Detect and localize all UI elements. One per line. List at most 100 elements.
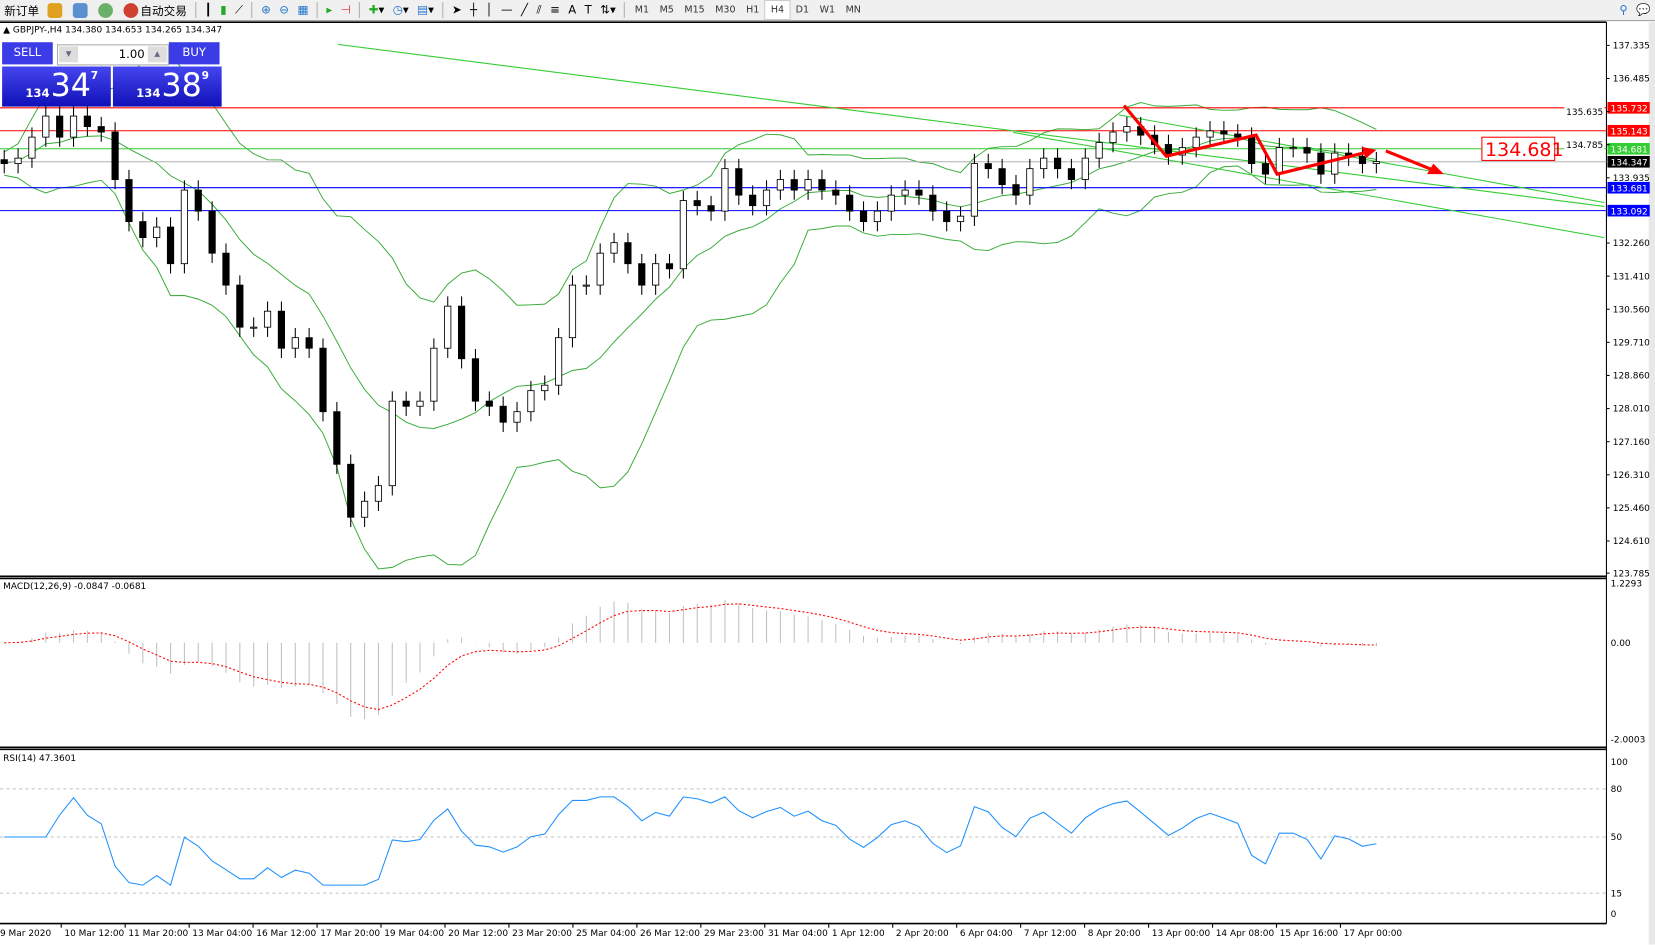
auto-trading-icon — [123, 2, 139, 18]
toolbar-divider — [359, 2, 361, 18]
chart-window[interactable]: 135.732 135.143 134.681 134.347 133.681 133.0… — [0, 21, 1655, 945]
bull-candle — [1331, 152, 1339, 175]
zoom-in-button[interactable]: ⊕ — [257, 1, 275, 19]
toolbar: 新订单 自动交易 ┃ ▮ ⟋ ⊕ ⊖ ▦ ▸ ⊣ ✚ ▾ ◷ ▾ ▤ ▾ ➤ ┼ │ … — [0, 0, 1655, 22]
cursor-button[interactable]: ➤ — [448, 1, 466, 19]
price-tick-label: 136.485 — [1613, 75, 1650, 85]
signals-button[interactable] — [94, 1, 119, 19]
line-chart-icon: ⟋ — [235, 2, 244, 17]
bollinger-middle — [4, 135, 1377, 429]
toolbar-divider — [624, 2, 626, 18]
price-tick-label: 133.935 — [1613, 174, 1650, 184]
timeframe-m5[interactable]: M5 — [659, 4, 674, 16]
trendline — [337, 43, 1605, 207]
timeframe-m30[interactable]: M30 — [715, 4, 736, 16]
bull-candle — [69, 115, 78, 138]
bear-candle — [139, 221, 147, 239]
arrows-button[interactable]: ⇅ ▾ — [600, 3, 616, 17]
symbol-info: ▲ GBPJPY-,H4 134.380 134.653 134.265 134… — [3, 25, 222, 36]
bull-candle — [1206, 130, 1214, 138]
lot-decrease-button[interactable]: ▼ — [59, 46, 79, 63]
timeframe-mn[interactable]: MN — [845, 4, 861, 16]
text-label-icon: T — [584, 3, 592, 17]
cursor-icon: ➤ — [451, 3, 462, 17]
scrollbar — [1648, 22, 1655, 945]
market-watch-button[interactable] — [69, 1, 94, 19]
auto-scroll-button[interactable]: ▸ — [322, 1, 336, 19]
search-button[interactable]: ⚲ — [1615, 1, 1632, 19]
text-label-button[interactable]: T — [580, 1, 596, 19]
buy-button[interactable]: BUY — [168, 42, 220, 65]
collapse-triangle-icon[interactable]: ▲ — [3, 25, 13, 36]
bear-candle — [347, 463, 355, 518]
bull-candle — [596, 252, 604, 286]
chat-button[interactable]: 💬 — [1632, 1, 1655, 19]
buy-price-fraction: 9 — [201, 70, 209, 83]
bull-candle — [776, 179, 784, 191]
bear-candle — [56, 115, 64, 138]
chart-shift-button[interactable]: ⊣ — [336, 1, 355, 19]
time-label: 11 Mar 20:00 — [128, 929, 188, 939]
bull-candle — [555, 337, 563, 386]
bear-candle — [402, 400, 410, 407]
line-chart-button[interactable]: ⟋ — [231, 1, 248, 19]
price-level-label: 135.732 — [1611, 105, 1648, 115]
rsi-tick-label: 15 — [1611, 889, 1622, 899]
lot-increase-button[interactable]: ▲ — [147, 46, 167, 63]
crosshair-button[interactable]: ┼ — [466, 1, 481, 19]
equidistant-channel-button[interactable]: ⫽ — [532, 1, 546, 19]
timeframe-d1[interactable]: D1 — [795, 4, 810, 16]
toolbar-divider — [442, 2, 444, 18]
sell-button[interactable]: SELL — [2, 42, 53, 65]
bull-candle — [28, 136, 36, 159]
horizontal-line-button[interactable]: — — [497, 1, 517, 19]
timeframe-m15[interactable]: M15 — [684, 4, 705, 16]
timeframe-h1[interactable]: H1 — [746, 4, 760, 16]
buy-price[interactable]: 134 38 9 — [112, 66, 222, 107]
symbol-ohlc: GBPJPY-,H4 134.380 134.653 134.265 134.3… — [12, 25, 223, 36]
trendline-button[interactable]: ╱ — [517, 1, 532, 19]
history-icon — [47, 2, 63, 18]
periods-button[interactable]: ◷ ▾ — [392, 3, 409, 17]
auto-trading-button[interactable]: 自动交易 — [119, 1, 191, 19]
sell-price[interactable]: 134 34 7 — [2, 66, 111, 107]
bear-candle — [236, 284, 244, 328]
bull-candle — [527, 390, 535, 413]
new-order-button[interactable]: 新订单 — [4, 3, 40, 18]
bull-candle — [153, 226, 161, 239]
vertical-line-button[interactable]: │ — [481, 1, 496, 19]
trendline — [1013, 131, 1605, 239]
bear-candle — [943, 210, 951, 223]
timeframe-m1[interactable]: M1 — [634, 4, 650, 16]
arrows-icon: ⇅ — [600, 3, 610, 17]
indicators-button[interactable]: ✚ ▾ — [368, 3, 385, 17]
bear-candle — [1234, 133, 1242, 138]
price-level-label: 134.347 — [1611, 158, 1648, 168]
lot-size-input[interactable]: ▼ 1.00 ▲ — [56, 44, 169, 66]
bull-candle — [652, 263, 660, 286]
text-button[interactable]: A — [564, 1, 580, 19]
price-tick-label: 126.310 — [1613, 471, 1650, 481]
macd-tick-label: -2.0003 — [1611, 736, 1646, 746]
zoom-out-button[interactable]: ⊖ — [275, 1, 293, 19]
price-tick-label: 130.560 — [1613, 305, 1650, 315]
bull-candle — [804, 179, 812, 191]
history-button[interactable] — [43, 1, 68, 19]
tile-windows-button[interactable]: ▦ — [293, 1, 312, 19]
sell-price-prefix: 134 — [25, 86, 50, 101]
bear-candle — [222, 252, 230, 286]
bull-candle — [721, 168, 729, 212]
bar-chart-button[interactable]: ┃ — [201, 1, 216, 19]
fibonacci-button[interactable]: ≡ — [546, 1, 564, 19]
arrowhead-icon — [1427, 163, 1444, 175]
bear-candle — [749, 194, 757, 207]
bear-candle — [333, 411, 341, 465]
timeframe-w1[interactable]: W1 — [819, 4, 836, 16]
time-label: 14 Apr 08:00 — [1216, 929, 1275, 939]
timeframe-bar: M1 M5 M15 M30 H1 H4 D1 W1 MN — [630, 0, 867, 21]
bull-candle — [1109, 131, 1117, 143]
templates-button[interactable]: ▤ ▾ — [417, 3, 435, 17]
timeframe-h4[interactable]: H4 — [764, 0, 791, 21]
candlestick-button[interactable]: ▮ — [216, 1, 231, 19]
bull-candle — [250, 326, 258, 329]
